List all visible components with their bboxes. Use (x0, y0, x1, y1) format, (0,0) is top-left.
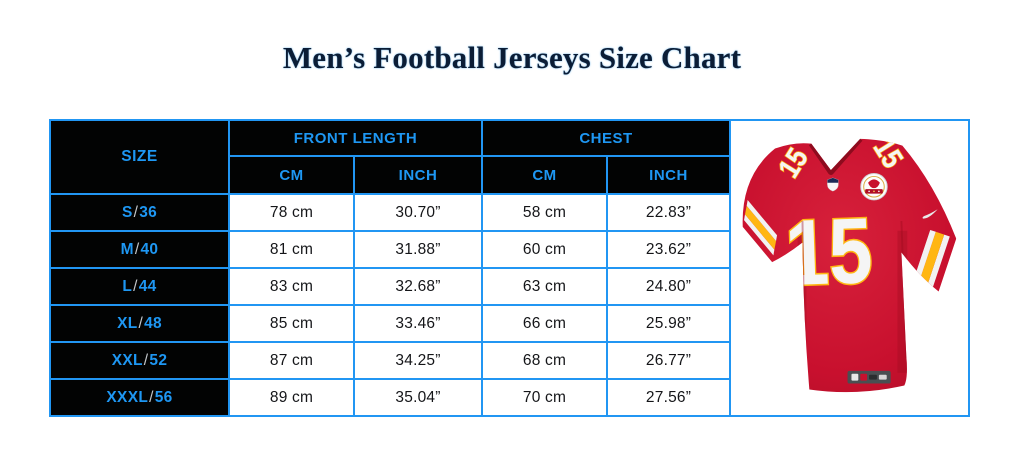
subheader-front-cm: CM (230, 157, 353, 193)
nike-swoosh-icon (922, 209, 938, 219)
value-chest-inch: 26.77” (608, 343, 729, 378)
value-front-cm: 83 cm (230, 269, 353, 304)
value-front-cm: 89 cm (230, 380, 353, 415)
value-chest-cm: 70 cm (483, 380, 606, 415)
size-prefix: M (120, 240, 134, 258)
size-prefix: S (121, 203, 133, 221)
sleeve-stripes-left (744, 200, 778, 256)
size-label-m40: M/40 (51, 232, 228, 267)
size-suffix: 44 (138, 277, 157, 295)
size-slash: / (138, 314, 144, 332)
value-front-cm: 85 cm (230, 306, 353, 341)
jersey-side-shade-right (897, 230, 908, 373)
value-chest-cm: 66 cm (483, 306, 606, 341)
value-front-inch: 34.25” (355, 343, 481, 378)
value-front-cm: 78 cm (230, 195, 353, 230)
nfl-shield-icon (827, 177, 839, 192)
value-chest-cm: 68 cm (483, 343, 606, 378)
value-chest-cm: 63 cm (483, 269, 606, 304)
size-suffix: 48 (144, 314, 162, 332)
size-suffix: 40 (140, 240, 159, 258)
jersey-chest-number: 15 (784, 199, 874, 306)
page-title: Men’s Football Jerseys Size Chart (282, 40, 742, 75)
size-suffix: 36 (139, 203, 158, 221)
value-front-inch: 35.04” (355, 380, 481, 415)
size-chart-table: SIZE FRONT LENGTH CHEST CM INCH CM INCH … (49, 119, 970, 417)
size-suffix: 56 (154, 388, 173, 406)
size-prefix: L (122, 277, 133, 295)
subheader-chest-inch: INCH (608, 157, 729, 193)
size-prefix: XL (117, 314, 138, 332)
value-chest-cm: 60 cm (483, 232, 606, 267)
jersey-photo-cell: 15 15 15 (731, 121, 968, 415)
size-label-l44: L/44 (51, 269, 228, 304)
value-front-inch: 32.68” (355, 269, 481, 304)
team-patch-icon (860, 173, 888, 201)
value-front-cm: 81 cm (230, 232, 353, 267)
size-prefix: XXL (111, 351, 143, 369)
value-front-inch: 30.70” (355, 195, 481, 230)
header-front-length: FRONT LENGTH (230, 121, 481, 155)
size-slash: / (149, 388, 154, 406)
size-slash: / (133, 203, 139, 221)
subheader-front-inch: INCH (355, 157, 481, 193)
value-chest-cm: 58 cm (483, 195, 606, 230)
size-label-xxl52: XXL/52 (51, 343, 228, 378)
value-front-cm: 87 cm (230, 343, 353, 378)
size-slash: / (133, 277, 138, 295)
jock-tag (847, 370, 891, 384)
size-label-xl48: XL/48 (51, 306, 228, 341)
size-slash: / (143, 351, 149, 369)
value-chest-inch: 22.83” (608, 195, 729, 230)
size-slash: / (134, 240, 140, 258)
header-chest: CHEST (483, 121, 729, 155)
sleeve-stripes-right (912, 230, 950, 290)
value-chest-inch: 23.62” (608, 232, 729, 267)
value-chest-inch: 27.56” (608, 380, 729, 415)
value-chest-inch: 25.98” (608, 306, 729, 341)
subheader-chest-cm: CM (483, 157, 606, 193)
size-label-xxxl56: XXXL/56 (51, 380, 228, 415)
collar-back-trim (812, 138, 862, 149)
value-chest-inch: 24.80” (608, 269, 729, 304)
size-label-s36: S/36 (51, 195, 228, 230)
header-size: SIZE (51, 121, 228, 193)
size-suffix: 52 (149, 351, 168, 369)
value-front-inch: 31.88” (355, 232, 481, 267)
size-prefix: XXXL (106, 388, 149, 406)
value-front-inch: 33.46” (355, 306, 481, 341)
jersey-collar (808, 138, 863, 175)
jersey-image: 15 15 15 (742, 138, 957, 393)
